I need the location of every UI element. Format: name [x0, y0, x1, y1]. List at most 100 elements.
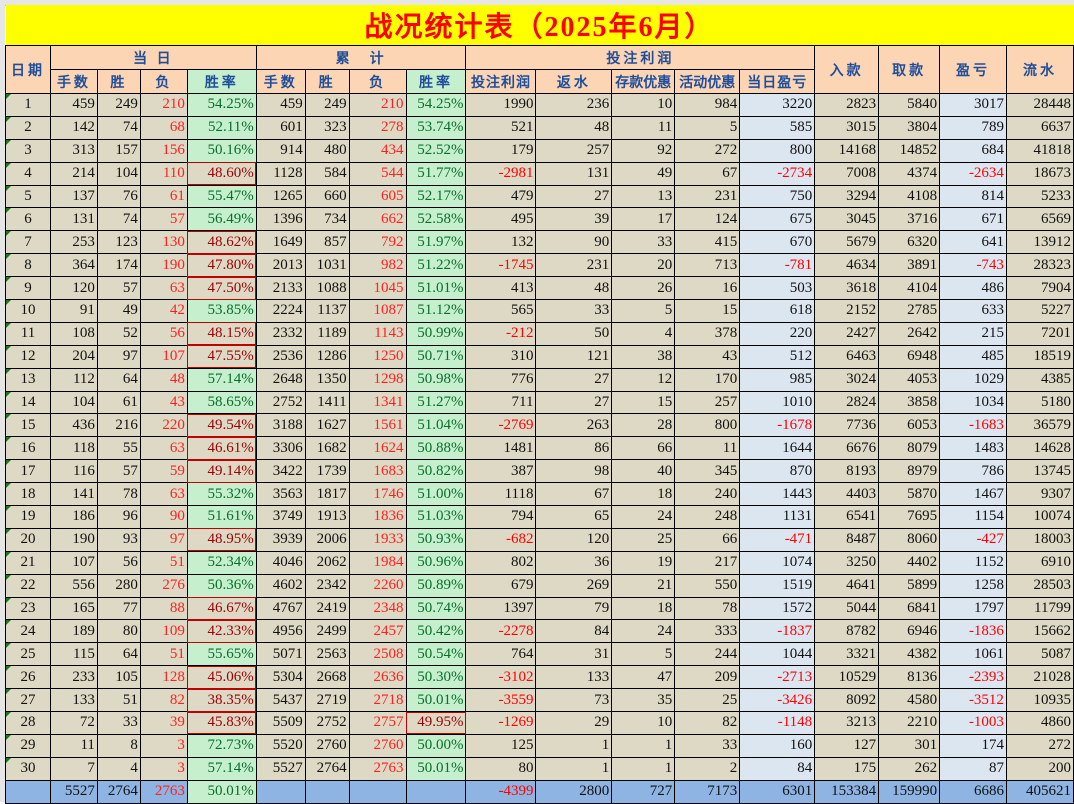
- cell-cum-win[interactable]: 1031: [304, 253, 350, 278]
- cell-rebate[interactable]: 236: [535, 93, 613, 117]
- cell-deposit[interactable]: 6541: [814, 505, 880, 529]
- cell-day[interactable]: 1: [5, 93, 51, 117]
- cell-cum-loss[interactable]: 2636: [348, 665, 407, 690]
- cell-daily-pl[interactable]: 1074: [739, 550, 816, 575]
- cell-cum-win[interactable]: 1137: [304, 299, 350, 323]
- cell-turnover[interactable]: 5227: [1005, 299, 1074, 323]
- cell-turnover[interactable]: 14628: [1005, 436, 1074, 461]
- cell-daily-pl[interactable]: 1443: [739, 482, 816, 507]
- cell-daily-loss[interactable]: 61: [139, 184, 188, 209]
- cell-rebate[interactable]: 133: [535, 665, 613, 690]
- cell-deposit-bonus[interactable]: 1: [611, 756, 676, 781]
- cell-deposit[interactable]: 175: [814, 756, 880, 781]
- cell-rebate[interactable]: 48: [535, 115, 613, 140]
- cell-pl[interactable]: 1061: [939, 642, 1007, 667]
- cell-deposit[interactable]: 14168: [814, 138, 880, 163]
- cell-activity-bonus[interactable]: 240: [674, 482, 741, 507]
- cell-turnover[interactable]: 5087: [1005, 642, 1074, 667]
- cell-withdrawal[interactable]: 4053: [878, 367, 941, 392]
- header-bet-profit[interactable]: 投注利润: [465, 69, 537, 94]
- cell-daily-hands[interactable]: 214: [49, 161, 98, 186]
- cell-cum-hands[interactable]: 2224: [255, 299, 306, 323]
- cell-turnover[interactable]: 28503: [1005, 573, 1074, 598]
- cell-daily-win[interactable]: 93: [96, 527, 141, 552]
- cell-daily-hands[interactable]: 118: [49, 436, 98, 461]
- cell-activity-bonus[interactable]: 43: [674, 344, 741, 369]
- cell-cum-win[interactable]: 249: [304, 93, 350, 117]
- cell-bet-profit[interactable]: 776: [465, 367, 537, 392]
- cell-bet-profit[interactable]: -3102: [465, 665, 537, 690]
- cell-daily-loss[interactable]: 190: [139, 253, 188, 278]
- cell-deposit-bonus[interactable]: 35: [611, 688, 676, 713]
- header-daily-rate[interactable]: 胜率: [186, 69, 257, 94]
- cell-turnover[interactable]: 7201: [1005, 321, 1074, 346]
- cell-activity-bonus[interactable]: 25: [674, 688, 741, 713]
- cell-rebate[interactable]: 121: [535, 344, 613, 369]
- cell-withdrawal[interactable]: 8079: [878, 436, 941, 461]
- cell-rebate[interactable]: 73: [535, 688, 613, 713]
- cell-daily-win[interactable]: 80: [96, 619, 141, 644]
- cell-deposit[interactable]: 8092: [814, 688, 880, 713]
- cell-daily-win[interactable]: 2764: [96, 779, 141, 804]
- cell-cum-rate[interactable]: 51.22%: [405, 253, 467, 278]
- cell-activity-bonus[interactable]: 2: [674, 756, 741, 781]
- cell-withdrawal[interactable]: 5840: [878, 93, 941, 117]
- cell-deposit[interactable]: 3213: [814, 711, 880, 735]
- cell-pl[interactable]: 1029: [939, 367, 1007, 392]
- cell-cum-loss[interactable]: 1624: [348, 436, 407, 461]
- cell-day[interactable]: 9: [5, 276, 51, 301]
- cell-rebate[interactable]: 1: [535, 733, 613, 758]
- cell-daily-win[interactable]: 280: [96, 573, 141, 598]
- cell-cum-hands[interactable]: 1396: [255, 207, 306, 232]
- cell-daily-hands[interactable]: 115: [49, 642, 98, 667]
- cell-turnover[interactable]: 7904: [1005, 276, 1074, 301]
- cell-turnover[interactable]: 6910: [1005, 550, 1074, 575]
- cell-cum-rate[interactable]: 51.00%: [405, 482, 467, 507]
- cell-deposit-bonus[interactable]: 5: [611, 642, 676, 667]
- cell-cum-win[interactable]: 480: [304, 138, 350, 163]
- cell-daily-rate[interactable]: 38.35%: [186, 688, 257, 713]
- cell-cum-rate[interactable]: 50.98%: [405, 367, 467, 392]
- cell-daily-rate[interactable]: 49.14%: [186, 459, 257, 484]
- cell-daily-win[interactable]: 8: [96, 733, 141, 758]
- cell-deposit-bonus[interactable]: 4: [611, 321, 676, 346]
- cell-deposit-bonus[interactable]: 10: [611, 711, 676, 735]
- cell-cum-rate[interactable]: 50.01%: [405, 756, 467, 781]
- cell-daily-loss[interactable]: 63: [139, 482, 188, 507]
- cell-daily-rate[interactable]: 52.34%: [186, 550, 257, 575]
- header-activity-bonus[interactable]: 活动优惠: [674, 69, 741, 94]
- cell-daily-pl[interactable]: 585: [739, 115, 816, 140]
- cell-cum-loss[interactable]: 2348: [348, 596, 407, 621]
- cell-turnover[interactable]: 5180: [1005, 390, 1074, 415]
- cell-withdrawal[interactable]: 4402: [878, 550, 941, 575]
- cell-pl[interactable]: 641: [939, 230, 1007, 255]
- cell-cum-hands[interactable]: 5509: [255, 711, 306, 735]
- header-cum-hands[interactable]: 手数: [255, 69, 306, 94]
- cell-daily-rate[interactable]: 47.80%: [186, 253, 257, 278]
- cell-bet-profit[interactable]: 310: [465, 344, 537, 369]
- cell-day[interactable]: 5: [5, 184, 51, 209]
- cell-pl[interactable]: -1683: [939, 413, 1007, 438]
- cell-day[interactable]: 20: [5, 527, 51, 552]
- cell-cum-rate[interactable]: 50.82%: [405, 459, 467, 484]
- cell-daily-rate[interactable]: 47.50%: [186, 276, 257, 301]
- cell-pl[interactable]: -427: [939, 527, 1007, 552]
- cell-cum-loss[interactable]: [348, 779, 407, 804]
- cell-daily-win[interactable]: 51: [96, 688, 141, 713]
- cell-cum-loss[interactable]: 1250: [348, 344, 407, 369]
- cell-cum-win[interactable]: 2062: [304, 550, 350, 575]
- cell-daily-hands[interactable]: 190: [49, 527, 98, 552]
- cell-cum-hands[interactable]: 3939: [255, 527, 306, 552]
- cell-cum-rate[interactable]: 51.12%: [405, 299, 467, 323]
- cell-daily-loss[interactable]: 2763: [139, 779, 188, 804]
- cell-cum-hands[interactable]: 4767: [255, 596, 306, 621]
- cell-daily-rate[interactable]: 55.47%: [186, 184, 257, 209]
- cell-bet-profit[interactable]: 565: [465, 299, 537, 323]
- cell-daily-pl[interactable]: 1010: [739, 390, 816, 415]
- cell-rebate[interactable]: 131: [535, 161, 613, 186]
- cell-daily-loss[interactable]: 82: [139, 688, 188, 713]
- cell-daily-pl[interactable]: 870: [739, 459, 816, 484]
- cell-cum-rate[interactable]: 50.30%: [405, 665, 467, 690]
- cell-cum-hands[interactable]: 3749: [255, 505, 306, 529]
- cell-daily-hands[interactable]: 133: [49, 688, 98, 713]
